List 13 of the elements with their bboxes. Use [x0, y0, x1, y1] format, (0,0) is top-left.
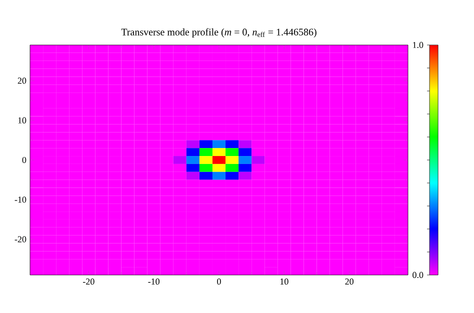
y-tick-label: 20: [18, 78, 26, 84]
y-tick-label: -10: [14, 196, 26, 203]
x-tick-label: -20: [82, 278, 94, 285]
chart-title: Transverse mode profile (m = 0, n$_{eff}$ = 1.446586): [121, 28, 316, 38]
color-bar-label: 0.0: [412, 272, 424, 278]
x-tick-label: 0: [217, 278, 221, 285]
color-bar-label: 1.0: [413, 42, 424, 48]
y-tick-label: -20: [14, 236, 26, 242]
x-tick-label: 10: [280, 278, 288, 285]
y-tick-label: 0: [22, 156, 26, 164]
y-tick-label: 10: [18, 117, 26, 124]
x-tick-label: -10: [148, 278, 160, 285]
x-tick-label: 20: [345, 278, 354, 285]
